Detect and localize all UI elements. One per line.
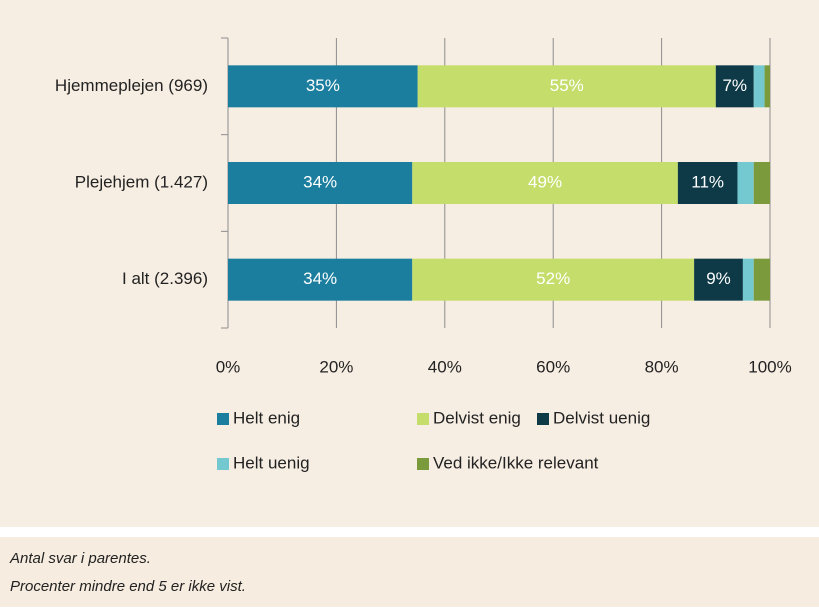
- data-label: 11%: [691, 172, 724, 191]
- y-tick-label: Hjemmeplejen (969): [55, 76, 208, 95]
- notes-background: [0, 537, 819, 607]
- x-tick-label: 0%: [216, 357, 241, 376]
- bar-segment: [228, 258, 413, 301]
- data-label: 35%: [306, 76, 340, 95]
- x-tick-label: 80%: [645, 357, 679, 376]
- bar-segment: [417, 65, 716, 108]
- legend-swatch: [417, 413, 429, 425]
- bar-segment: [677, 162, 738, 204]
- note: Antal svar i parentes.: [9, 550, 151, 567]
- x-tick-label: 40%: [428, 357, 462, 376]
- legend-swatch: [417, 458, 429, 470]
- bar-segment: [753, 162, 770, 204]
- legend-swatch: [217, 458, 229, 470]
- data-label: 34%: [303, 172, 337, 191]
- x-tick-label: 20%: [319, 357, 353, 376]
- bar-segment: [694, 258, 743, 301]
- legend-label: Helt uenig: [233, 453, 310, 472]
- bar-segment: [412, 162, 678, 204]
- note: Procenter mindre end 5 er ikke vist.: [10, 578, 246, 595]
- data-label: 55%: [550, 76, 584, 95]
- bar-segment: [753, 65, 765, 108]
- legend-label: Delvist enig: [433, 408, 521, 427]
- bar-segment: [753, 258, 770, 301]
- x-tick-label: 100%: [748, 357, 791, 376]
- bar-segment: [412, 258, 695, 301]
- data-label: 7%: [722, 76, 747, 95]
- legend-label: Helt enig: [233, 408, 300, 427]
- bar-segment: [228, 65, 418, 108]
- legend-label: Delvist uenig: [553, 408, 650, 427]
- x-tick-label: 60%: [536, 357, 570, 376]
- data-label: 9%: [706, 269, 731, 288]
- legend-swatch: [217, 413, 229, 425]
- legend-label: Ved ikke/Ikke relevant: [433, 453, 599, 472]
- legend-swatch: [537, 413, 549, 425]
- data-label: 34%: [303, 269, 337, 288]
- bar-segment: [228, 162, 413, 204]
- bar-segment: [737, 162, 754, 204]
- bar-segment: [715, 65, 754, 108]
- y-tick-label: I alt (2.396): [122, 269, 208, 288]
- data-label: 49%: [528, 172, 562, 191]
- data-label: 52%: [536, 269, 570, 288]
- bar-segment: [742, 258, 754, 301]
- y-tick-label: Plejehjem (1.427): [75, 172, 208, 191]
- bar-segment: [764, 65, 770, 108]
